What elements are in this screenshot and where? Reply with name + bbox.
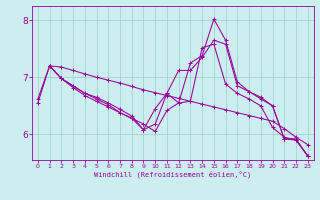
X-axis label: Windchill (Refroidissement éolien,°C): Windchill (Refroidissement éolien,°C) bbox=[94, 171, 252, 178]
